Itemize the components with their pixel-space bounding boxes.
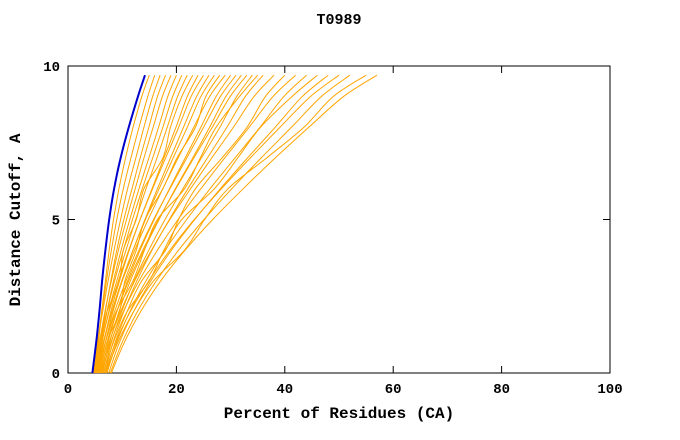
series-line-model-18 xyxy=(102,74,242,374)
x-tick-label: 40 xyxy=(276,382,293,398)
series-line-model-07 xyxy=(94,75,183,374)
x-tick-label: 20 xyxy=(168,382,185,398)
series-line-model-29 xyxy=(104,74,340,374)
series-line-model-15 xyxy=(95,74,226,374)
series-line-model-31 xyxy=(105,74,367,374)
series-line-model-09 xyxy=(93,74,194,374)
series-line-highlighted-model xyxy=(91,74,146,374)
series-line-model-05 xyxy=(94,75,172,374)
x-tick-label: 60 xyxy=(385,382,402,398)
x-tick-label: 0 xyxy=(64,382,72,398)
series-line-model-17 xyxy=(97,74,237,374)
series-line-model-20 xyxy=(103,74,253,374)
y-tick-label: 0 xyxy=(52,367,60,383)
plot-border xyxy=(67,65,611,374)
x-axis-label: Percent of Residues (CA) xyxy=(224,405,454,423)
y-axis-label: Distance Cutoff, A xyxy=(7,133,25,306)
series-line-model-25 xyxy=(101,74,296,374)
y-tick-label: 5 xyxy=(52,214,60,230)
x-tick-label: 80 xyxy=(493,382,510,398)
series-line-model-21 xyxy=(96,74,259,374)
series-line-model-26 xyxy=(106,74,307,374)
series-line-model-19 xyxy=(99,74,248,374)
x-tick-label: 100 xyxy=(597,382,622,398)
series-line-model-27 xyxy=(102,74,318,374)
series-line-model-16 xyxy=(101,74,232,374)
series-line-model-03 xyxy=(92,75,161,374)
series-line-model-24 xyxy=(105,74,286,374)
series-line-model-32 xyxy=(110,74,378,374)
series-line-model-23 xyxy=(100,74,275,374)
series-line-model-11 xyxy=(95,74,204,374)
chart-title: T0989 xyxy=(316,12,361,29)
y-tick-label: 10 xyxy=(43,60,60,76)
series-line-model-28 xyxy=(108,74,329,374)
